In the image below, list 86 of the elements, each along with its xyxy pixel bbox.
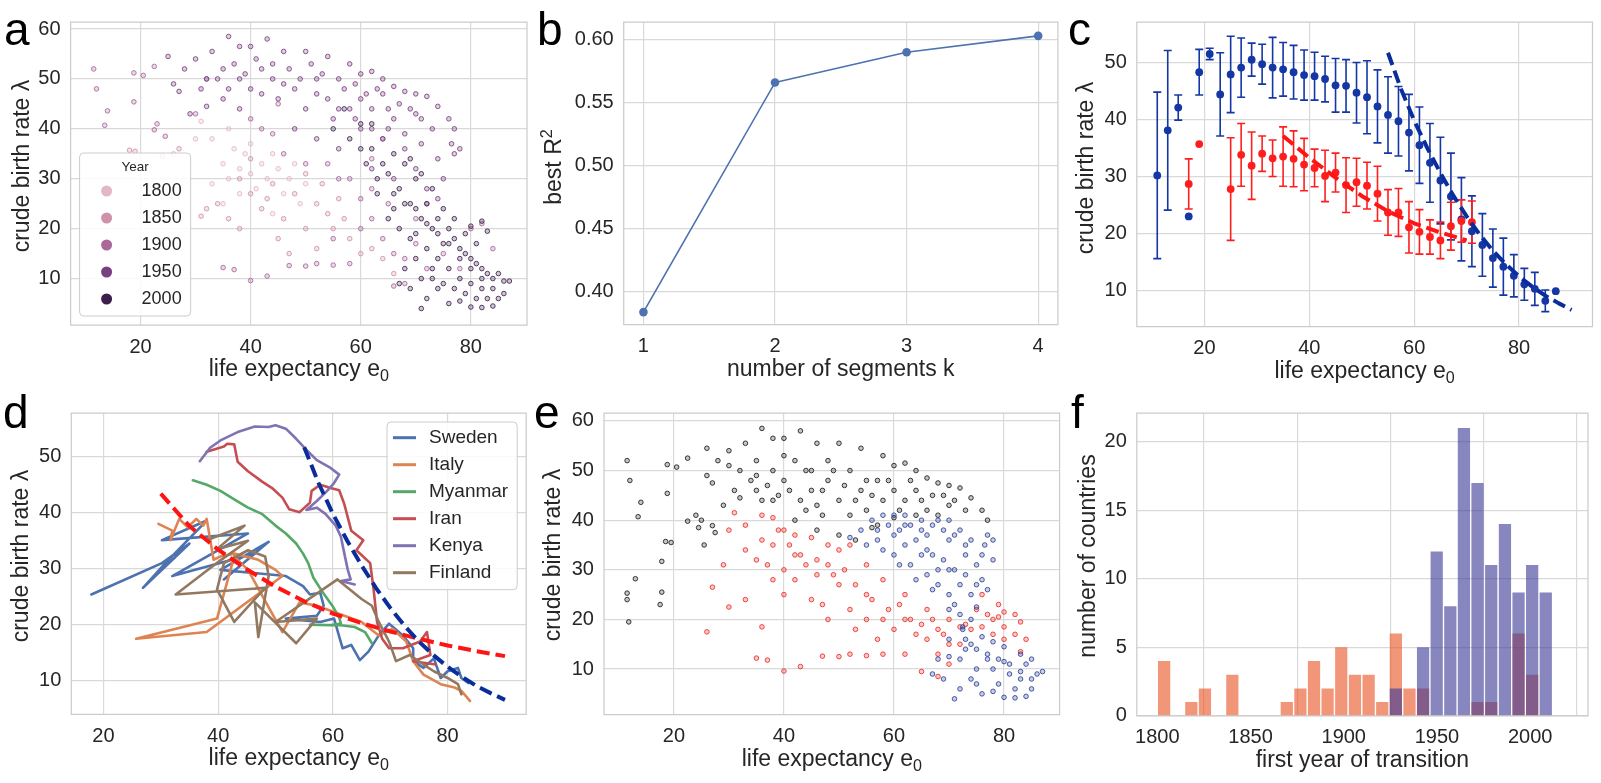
x-tick-label: 60 <box>1403 336 1426 359</box>
legend-label: Finland <box>429 560 492 582</box>
x-tick-label: 40 <box>772 724 796 747</box>
legend-label: 1800 <box>141 179 182 200</box>
x-tick-label: 40 <box>239 334 262 357</box>
x-tick-label: 3 <box>901 334 913 357</box>
legend-label: 1850 <box>141 206 182 227</box>
y-tick-label: 40 <box>39 500 62 523</box>
y-tick-label: 40 <box>571 507 594 530</box>
y-tick-label: 30 <box>38 166 61 189</box>
legend-label: Myanmar <box>429 479 509 501</box>
x-axis-title: life expectancy e$_{0}$ <box>741 744 922 774</box>
legend-label: 1950 <box>141 260 182 281</box>
x-axis-title: life expectancy e$_{0}$ <box>208 744 389 774</box>
y-tick-label: 10 <box>1104 278 1127 301</box>
x-tick-label: 20 <box>129 334 152 357</box>
y-tick-label: 50 <box>39 444 62 467</box>
legend-label: 2000 <box>141 287 182 308</box>
y-tick-label: 15 <box>1104 497 1127 520</box>
y-tick-label: 50 <box>1104 50 1127 72</box>
x-tick-label: 1950 <box>1414 725 1460 748</box>
x-tick-label: 80 <box>1507 336 1531 359</box>
y-tick-label: 30 <box>1104 164 1127 187</box>
y-tick-label: 60 <box>38 16 61 39</box>
legend-label: Iran <box>429 506 462 528</box>
x-tick-label: 60 <box>321 723 345 746</box>
y-tick-label: 30 <box>39 556 62 579</box>
chart-title: f <box>1071 386 1084 438</box>
y-tick-label: 50 <box>571 458 594 481</box>
x-tick-label: 2000 <box>1507 725 1553 748</box>
y-tick-label: 30 <box>571 557 594 580</box>
x-tick-label: 20 <box>1193 336 1216 359</box>
y-tick-label: 0.50 <box>574 153 614 176</box>
x-tick-label: 60 <box>882 724 906 747</box>
y-tick-label: 20 <box>571 606 594 629</box>
x-tick-label: 80 <box>459 334 482 357</box>
legend-title: Year <box>121 159 150 175</box>
x-tick-label: 60 <box>349 334 372 357</box>
y-tick-label: 40 <box>38 116 61 139</box>
y-tick-label: 60 <box>571 408 594 431</box>
x-tick-label: 80 <box>436 723 459 746</box>
y-tick-label: 0.55 <box>574 90 614 113</box>
x-axis-title: first year of transition <box>1255 745 1470 772</box>
x-axis-title: life expectancy e$_{0}$ <box>208 355 389 384</box>
y-tick-label: 20 <box>38 216 61 239</box>
chart-title: d <box>3 386 29 438</box>
chart-title: c <box>1068 3 1091 55</box>
legend-label: Kenya <box>429 533 484 555</box>
y-tick-label: 40 <box>1104 107 1127 130</box>
x-tick-label: 20 <box>662 724 686 747</box>
x-axis-title: life expectancy e$_{0}$ <box>1274 356 1455 386</box>
y-tick-label: 20 <box>39 612 62 635</box>
y-tick-label: 0 <box>1115 703 1127 726</box>
y-axis-title: crude birth rate λ <box>1071 81 1098 254</box>
y-tick-label: 0.45 <box>574 216 614 239</box>
y-tick-label: 10 <box>571 656 594 679</box>
x-tick-label: 4 <box>1032 334 1044 357</box>
chart-title: e <box>534 386 560 438</box>
legend-label: 1900 <box>141 233 182 254</box>
chart-title: a <box>4 3 30 55</box>
x-tick-label: 1900 <box>1321 725 1367 748</box>
y-tick-label: 50 <box>38 66 61 89</box>
y-tick-label: 5 <box>1115 634 1127 657</box>
x-tick-label: 80 <box>992 724 1016 747</box>
legend-label: Italy <box>429 452 465 474</box>
x-tick-label: 1800 <box>1135 725 1180 748</box>
x-axis-title: number of segments k <box>727 354 955 381</box>
legend-label: Sweden <box>429 425 498 447</box>
y-tick-label: 20 <box>1104 221 1127 244</box>
y-axis-title: number of countries <box>1073 454 1100 658</box>
x-tick-label: 2 <box>769 334 781 357</box>
y-tick-label: 10 <box>1104 566 1127 589</box>
x-tick-label: 1 <box>637 334 649 357</box>
x-tick-label: 40 <box>1298 336 1321 359</box>
chart-title: b <box>537 3 563 55</box>
y-axis-title: crude birth rate λ <box>538 469 565 642</box>
y-tick-label: 10 <box>38 266 61 289</box>
y-axis-title: crude birth rate λ <box>6 469 33 643</box>
y-tick-label: 20 <box>1104 429 1127 452</box>
x-tick-label: 40 <box>207 723 230 746</box>
x-tick-label: 20 <box>92 723 115 746</box>
y-tick-label: 0.40 <box>574 279 614 302</box>
y-tick-label: 0.60 <box>574 27 614 50</box>
y-tick-label: 10 <box>39 668 62 691</box>
y-axis-title: crude birth rate λ <box>7 80 34 253</box>
x-tick-label: 1850 <box>1228 725 1273 748</box>
